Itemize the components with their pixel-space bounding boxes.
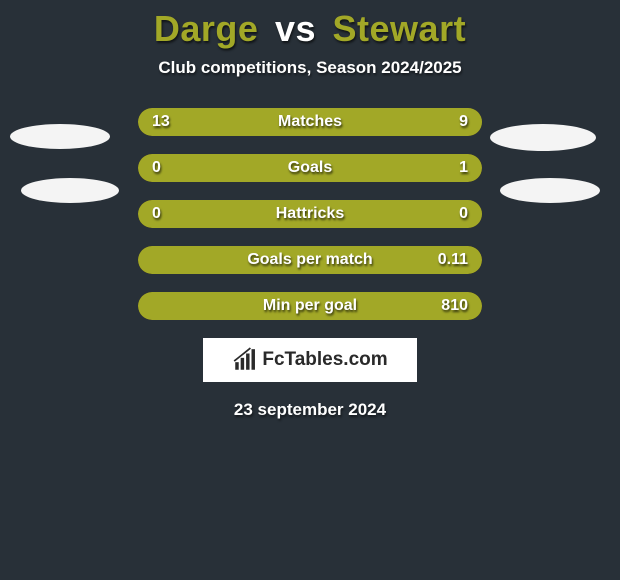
stat-row: 01Goals [0, 154, 620, 182]
stat-label: Goals [138, 154, 482, 182]
subtitle: Club competitions, Season 2024/2025 [0, 58, 620, 78]
player-badge-ellipse [500, 178, 600, 203]
date: 23 september 2024 [0, 400, 620, 420]
page-title: Darge vs Stewart [0, 0, 620, 50]
stat-row: 810Min per goal [0, 292, 620, 320]
player-badge-ellipse [21, 178, 119, 203]
stat-row: 00Hattricks [0, 200, 620, 228]
player-badge-ellipse [10, 124, 110, 149]
player2-name: Stewart [333, 8, 467, 49]
stat-label: Hattricks [138, 200, 482, 228]
logo-text: FcTables.com [262, 349, 387, 371]
chart-icon [232, 347, 258, 373]
stat-label: Min per goal [138, 292, 482, 320]
stat-row: 0.11Goals per match [0, 246, 620, 274]
player1-name: Darge [154, 8, 259, 49]
vs-text: vs [275, 8, 316, 49]
player-badge-ellipse [490, 124, 596, 151]
stat-label: Goals per match [138, 246, 482, 274]
logo-box: FcTables.com [203, 338, 417, 382]
stat-label: Matches [138, 108, 482, 136]
